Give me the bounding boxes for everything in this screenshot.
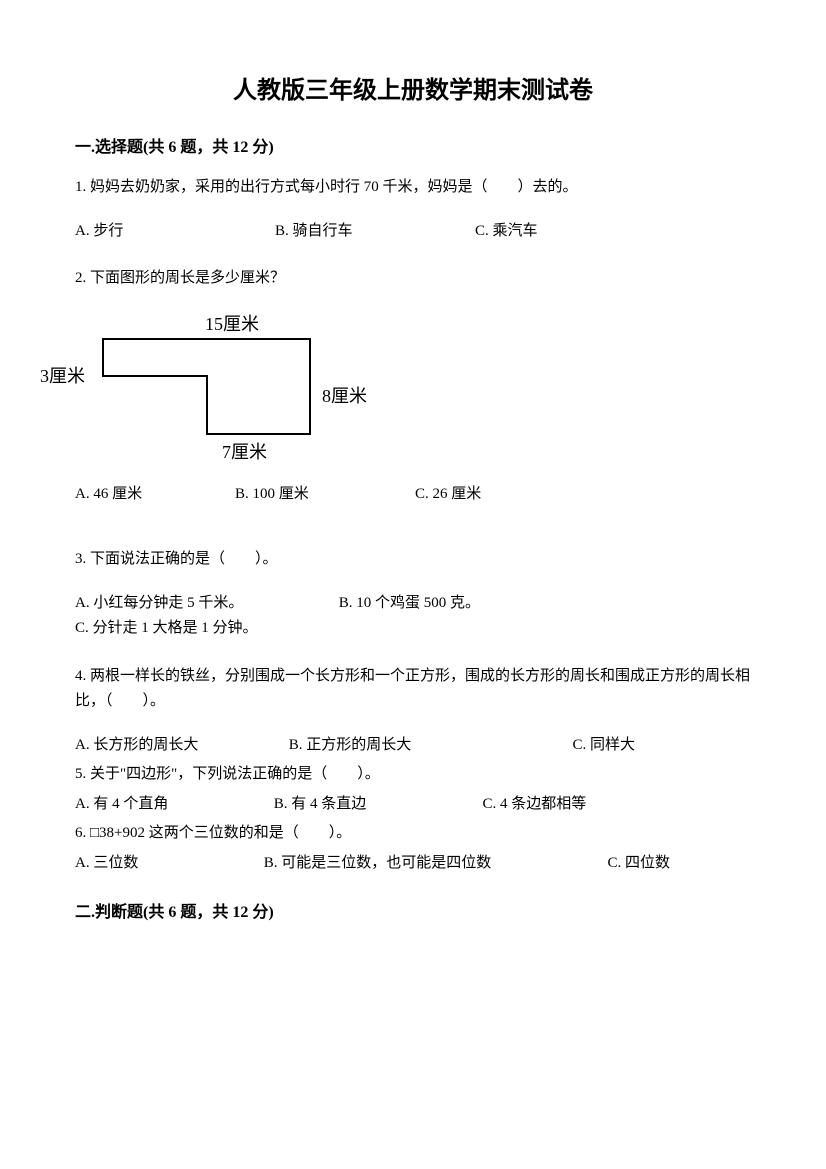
question-6-options: A. 三位数 B. 可能是三位数，也可能是四位数 C. 四位数 (75, 851, 751, 877)
q6-option-a: A. 三位数 (75, 851, 260, 877)
q1-option-b: B. 骑自行车 (275, 219, 475, 245)
question-5: 5. 关于"四边形"，下列说法正确的是（ ）。 (75, 762, 751, 788)
question-1-options: A. 步行 B. 骑自行车 C. 乘汽车 (75, 219, 751, 245)
exam-title: 人教版三年级上册数学期末测试卷 (75, 70, 751, 105)
q5-option-b: B. 有 4 条直边 (274, 792, 479, 818)
q4-option-c: C. 同样大 (573, 737, 636, 753)
question-2: 2. 下面图形的周长是多少厘米？ (75, 266, 751, 292)
question-3: 3. 下面说法正确的是（ ）。 (75, 547, 751, 573)
question-6: 6. □38+902 这两个三位数的和是（ ）。 (75, 821, 751, 847)
q2-option-b: B. 100 厘米 (235, 482, 415, 508)
q4-option-a: A. 长方形的周长大 (75, 733, 285, 759)
q2-diagram: 15厘米 3厘米 8厘米 7厘米 (90, 310, 370, 460)
q4-option-b: B. 正方形的周长大 (289, 733, 569, 759)
section2-header: 二.判断题(共 6 题，共 12 分) (75, 898, 751, 922)
q2-option-c: C. 26 厘米 (415, 482, 481, 508)
q3-option-c: C. 分针走 1 大格是 1 分钟。 (75, 620, 258, 636)
question-3-options: A. 小红每分钟走 5 千米。 B. 10 个鸡蛋 500 克。 C. 分针走 … (75, 591, 751, 642)
q6-option-c: C. 四位数 (608, 855, 671, 871)
q6-option-b: B. 可能是三位数，也可能是四位数 (264, 851, 604, 877)
diagram-left-label: 3厘米 (40, 362, 85, 388)
question-4-options: A. 长方形的周长大 B. 正方形的周长大 C. 同样大 (75, 733, 751, 759)
q5-option-c: C. 4 条边都相等 (483, 796, 587, 812)
q1-option-a: A. 步行 (75, 219, 275, 245)
q1-option-c: C. 乘汽车 (475, 219, 675, 245)
q5-option-a: A. 有 4 个直角 (75, 792, 270, 818)
q2-option-a: A. 46 厘米 (75, 482, 235, 508)
question-5-options: A. 有 4 个直角 B. 有 4 条直边 C. 4 条边都相等 (75, 792, 751, 818)
section1-header: 一.选择题(共 6 题，共 12 分) (75, 133, 751, 157)
question-1: 1. 妈妈去奶奶家，采用的出行方式每小时行 70 千米，妈妈是（ ）去的。 (75, 175, 751, 201)
question-4: 4. 两根一样长的铁丝，分别围成一个长方形和一个正方形，围成的长方形的周长和围成… (75, 664, 751, 715)
q2-diagram-container: 15厘米 3厘米 8厘米 7厘米 (75, 310, 751, 460)
diagram-right-label: 8厘米 (322, 382, 367, 408)
l-shape-icon (100, 336, 320, 446)
q3-option-b: B. 10 个鸡蛋 500 克。 (339, 591, 579, 617)
question-2-options: A. 46 厘米 B. 100 厘米 C. 26 厘米 (75, 482, 751, 508)
diagram-top-label: 15厘米 (205, 310, 259, 336)
q3-option-a: A. 小红每分钟走 5 千米。 (75, 591, 335, 617)
